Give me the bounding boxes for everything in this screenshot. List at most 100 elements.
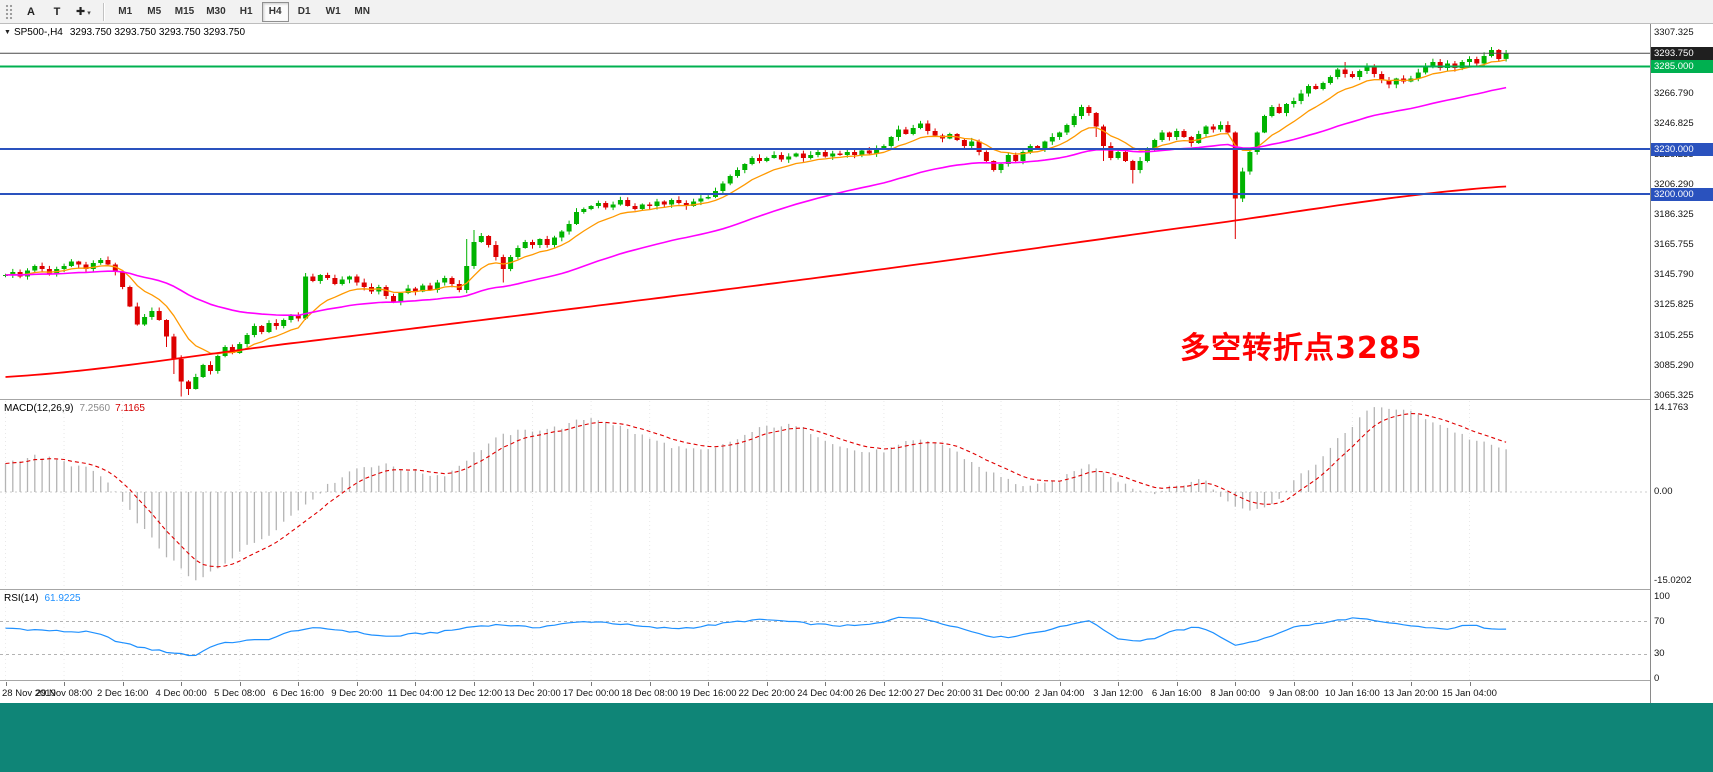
macd-canvas[interactable] [0,401,1650,589]
price-axis[interactable]: 3307.3253266.7903246.8253226.2553206.290… [1650,24,1713,703]
time-axis-label: 13 Jan 20:00 [1383,688,1439,699]
timeframe-button-m5[interactable]: M5 [141,2,168,22]
chart-title: ▼ SP500-,H4 3293.750 3293.750 3293.750 329… [4,27,245,38]
price-tag: 3285.000 [1651,60,1713,73]
time-axis-tick [181,682,183,686]
time-axis-tick [708,682,710,686]
time-axis-tick [1118,682,1120,686]
time-axis-tick [5,682,7,686]
time-axis-label: 18 Dec 08:00 [621,688,678,699]
time-axis-tick [942,682,944,686]
price-chart-panel[interactable]: ▼ SP500-,H4 3293.750 3293.750 3293.750 329… [0,24,1650,399]
time-axis-label: 22 Dec 20:00 [738,688,796,699]
panel-separator[interactable] [0,399,1713,401]
time-axis-tick [1352,682,1354,686]
chart-workspace: ▼ SP500-,H4 3293.750 3293.750 3293.750 329… [0,24,1713,703]
time-axis-tick [883,682,885,686]
price-chart-canvas[interactable] [0,24,1650,399]
rsi-axis-label: 30 [1654,648,1665,660]
time-axis-label: 10 Jan 16:00 [1324,688,1380,699]
time-axis-label: 28 Nov 2019 [2,688,56,699]
time-axis-label: 29 Nov 08:00 [35,688,93,699]
rsi-canvas[interactable] [0,591,1650,680]
time-axis-label: 2 Dec 16:00 [96,688,149,699]
toolbar-button-arrow[interactable]: A [19,2,43,22]
toolbar-button-text[interactable]: T [45,2,69,22]
rsi-name: RSI(14) [4,593,39,604]
time-axis-label: 2 Jan 04:00 [1034,688,1085,699]
timeframe-button-mn[interactable]: MN [349,2,376,22]
time-axis-label: 19 Dec 16:00 [679,688,737,699]
time-axis-tick [1235,682,1237,686]
chart-annotation-text[interactable]: 多空转折点3285 [1180,331,1423,366]
price-axis-label: 3266.790 [1654,87,1694,99]
toolbar-grip[interactable] [5,3,13,20]
timeframe-button-d1[interactable]: D1 [291,2,318,22]
time-axis-tick [1001,682,1003,686]
timeframe-button-m30[interactable]: M30 [201,2,230,22]
toolbar-separator [102,2,105,21]
panel-separator [0,680,1713,682]
price-axis-label: 3186.325 [1654,208,1694,220]
time-axis-tick [1410,682,1412,686]
time-axis-label: 6 Jan 16:00 [1151,688,1202,699]
chart-ohlc-values: 3293.750 3293.750 3293.750 3293.750 [69,27,246,38]
timeframe-button-group: M1 M5 M15 M30 H1 H4 D1 W1 MN [111,1,377,22]
time-axis-label: 27 Dec 20:00 [914,688,971,699]
price-axis-label: 3246.825 [1654,117,1694,129]
time-axis-label: 17 Dec 00:00 [562,688,620,699]
time-axis-label: 15 Jan 04:00 [1442,688,1497,699]
price-axis-label: 3206.290 [1654,178,1694,190]
toolbar-button-crosshair[interactable]: ✚ ▾ [71,2,96,22]
time-axis-tick [1176,682,1178,686]
time-axis-label: 3 Jan 12:00 [1093,688,1143,699]
macd-main-value: 7.2560 [79,403,111,414]
time-axis-label: 8 Jan 00:00 [1210,688,1261,699]
price-tag: 3293.750 [1651,46,1713,60]
price-tag: 3200.000 [1651,187,1713,201]
tool-button-group: A T ✚ ▾ [18,2,97,22]
price-axis-label: 3105.255 [1654,330,1694,342]
rsi-axis-label: 0 [1654,673,1660,684]
rsi-axis-label: 100 [1654,591,1670,602]
time-axis-label: 12 Dec 12:00 [445,688,503,699]
time-axis-tick [239,682,241,686]
time-axis-tick [591,682,593,686]
time-axis-label: 9 Dec 20:00 [331,688,383,699]
macd-name: MACD(12,26,9) [4,403,74,414]
chart-collapse-icon[interactable]: ▼ [4,29,11,36]
time-axis-label: 24 Dec 04:00 [797,688,854,699]
time-axis-tick [649,682,651,686]
time-axis-tick [122,682,124,686]
timeframe-button-m1[interactable]: M1 [112,2,139,22]
macd-axis-label: 0.00 [1654,486,1673,497]
timeframe-button-h4[interactable]: H4 [261,1,289,22]
timeframe-button-h1[interactable]: H1 [233,2,260,22]
price-axis-label: 3165.755 [1654,239,1694,251]
price-axis-label: 3145.790 [1654,269,1694,281]
time-axis-tick [1469,682,1471,686]
panel-separator[interactable] [0,589,1713,591]
main-toolbar: A T ✚ ▾ M1 M5 M15 M30 H1 H4 D1 W1 MN [0,0,1713,24]
time-axis-tick [356,682,358,686]
timeframe-button-w1[interactable]: W1 [320,2,347,22]
macd-signal-value: 7.1165 [115,403,145,414]
time-axis-tick [825,682,827,686]
time-axis-tick [415,682,417,686]
dropdown-caret-icon: ▾ [87,10,91,17]
rsi-panel[interactable]: RSI(14) 61.9225 [0,591,1650,680]
time-axis-label: 4 Dec 00:00 [155,688,207,699]
time-axis-label: 26 Dec 12:00 [855,688,913,699]
price-axis-label: 3125.825 [1654,299,1694,311]
macd-axis-label: 14.1763 [1654,402,1689,414]
timeframe-button-m15[interactable]: M15 [170,2,199,22]
time-axis-label: 6 Dec 16:00 [272,688,324,699]
time-axis[interactable]: 28 Nov 2019 29 Nov 08:00 2 Dec 16:00 4 Dec … [0,682,1650,703]
time-axis-tick [1293,682,1295,686]
macd-panel[interactable]: MACD(12,26,9) 7.2560 7.1165 [0,401,1650,589]
chart-symbol-period: SP500-,H4 [13,27,63,38]
page-footer-bar [0,703,1713,772]
rsi-label: RSI(14) 61.9225 [4,593,81,604]
price-tag: 3230.000 [1651,142,1713,156]
